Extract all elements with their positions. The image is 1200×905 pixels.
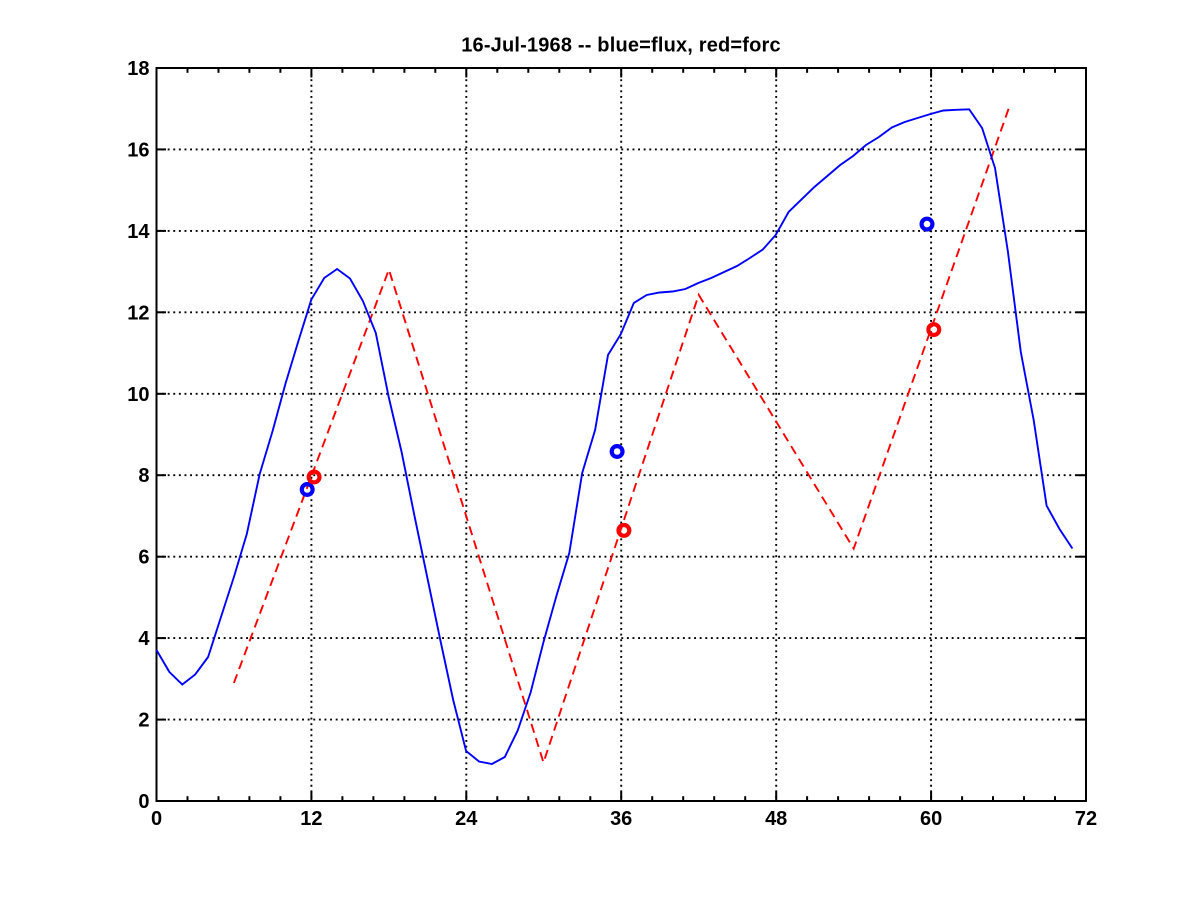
svg-text:18: 18 [127,58,149,80]
svg-text:16-Jul-1968 -- blue=flux, red=: 16-Jul-1968 -- blue=flux, red=forc [461,35,781,57]
svg-text:24: 24 [455,808,478,830]
svg-text:6: 6 [138,547,149,569]
svg-text:48: 48 [765,808,787,830]
svg-text:0: 0 [151,808,162,830]
svg-text:12: 12 [300,808,322,830]
svg-text:2: 2 [138,710,149,732]
svg-text:72: 72 [1075,808,1097,830]
svg-text:0: 0 [138,791,149,813]
svg-text:12: 12 [127,302,149,324]
svg-text:10: 10 [127,384,149,406]
svg-text:36: 36 [610,808,632,830]
svg-text:14: 14 [127,221,150,243]
svg-text:8: 8 [138,465,149,487]
svg-text:4: 4 [138,628,150,650]
svg-text:60: 60 [920,808,942,830]
svg-text:16: 16 [127,139,149,161]
